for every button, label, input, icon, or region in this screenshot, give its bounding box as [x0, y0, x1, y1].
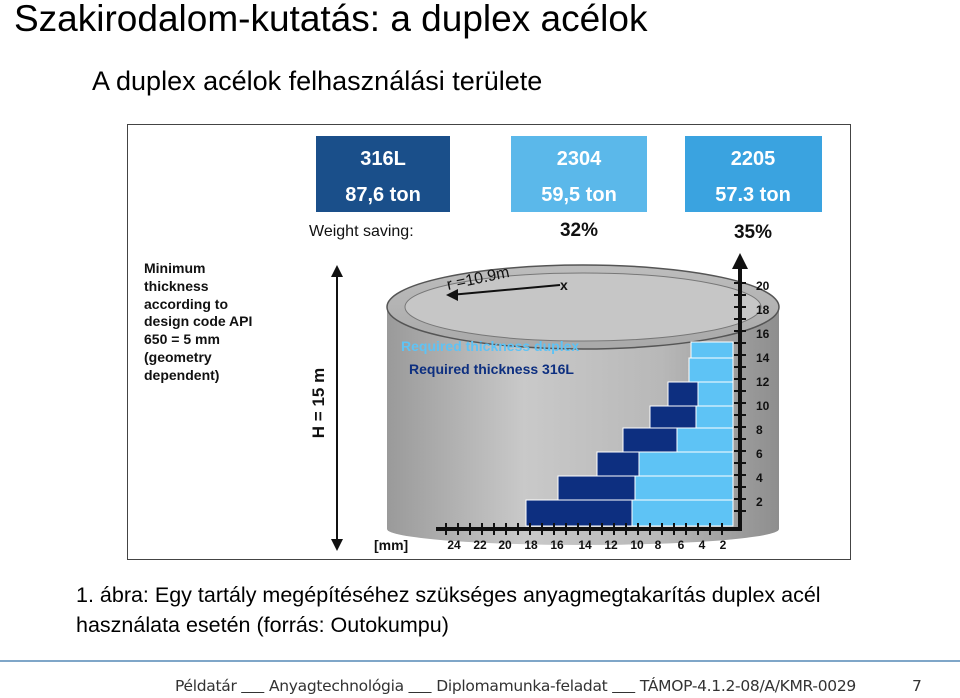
note-line-1: thickness [144, 278, 209, 294]
step-duplex-2 [634, 475, 734, 501]
bottom-tick-18: 18 [524, 538, 538, 552]
note-line-3: design code API [144, 313, 252, 329]
bottom-tick-6: 6 [678, 538, 685, 552]
weight-saving-label: Weight saving: [309, 223, 414, 240]
right-tick-2: 2 [756, 495, 763, 509]
slide-subtitle: A duplex acélok felhasználási területe [92, 66, 543, 96]
footer-part-2: Anyagtechnológia [268, 677, 404, 695]
legend-316l: Required thickness 316L [409, 361, 574, 377]
right-tick-8: 8 [756, 423, 763, 437]
bottom-tick-20: 20 [498, 538, 512, 552]
step-duplex-3 [638, 451, 734, 477]
tank-figure: 316L 87,6 ton 2304 59,5 ton 2205 57.3 to… [127, 124, 851, 560]
box-316l-grade: 316L [360, 148, 406, 170]
step-duplex-6 [697, 381, 734, 407]
bottom-tick-22: 22 [473, 538, 487, 552]
step-316l-2 [557, 475, 636, 501]
slide-title: Szakirodalom-kutatás: a duplex acélok [14, 0, 648, 39]
thickness-stairs [525, 341, 734, 527]
saving-2205: 35% [734, 222, 772, 243]
step-duplex-1 [631, 499, 734, 527]
bottom-tick-24: 24 [447, 538, 461, 552]
footer-part-4: TÁMOP-4.1.2-08/A/KMR-0029 [639, 677, 856, 695]
saving-2304: 32% [560, 220, 598, 241]
page-number: 7 [912, 677, 922, 695]
footer-part-3: Diplomamunka-feladat [436, 677, 608, 695]
height-label: H = 15 m [309, 368, 328, 438]
box-316l [316, 136, 450, 212]
radius-marker: x [560, 277, 568, 293]
bottom-scale: [mm] 24 22 20 18 16 14 12 10 8 6 4 2 [374, 523, 740, 553]
step-316l-6 [667, 381, 699, 407]
footer-divider [0, 660, 960, 662]
legend-duplex: Required thickness duplex [401, 338, 579, 354]
box-2304-weight: 59,5 ton [541, 184, 617, 206]
step-316l-1 [525, 499, 633, 527]
footer-part-1: Példatár [175, 677, 237, 695]
bottom-tick-4: 4 [699, 538, 706, 552]
note-line-5: (geometry [144, 349, 212, 365]
right-tick-12: 12 [756, 375, 770, 389]
bottom-tick-14: 14 [578, 538, 592, 552]
min-thickness-note: Minimum thickness according to design co… [144, 260, 252, 383]
right-tick-6: 6 [756, 447, 763, 461]
box-2304 [511, 136, 647, 212]
unit-label: [mm] [374, 537, 408, 553]
note-line-4: 650 = 5 mm [144, 331, 220, 347]
box-2205-weight: 57.3 ton [715, 184, 791, 206]
step-316l-5 [649, 405, 697, 429]
figure-caption: 1. ábra: Egy tartály megépítéséhez szüks… [76, 583, 821, 637]
right-scale: 20 18 16 14 12 10 8 6 4 2 [732, 253, 770, 531]
box-316l-weight: 87,6 ton [345, 184, 421, 206]
note-line-0: Minimum [144, 260, 205, 276]
right-tick-16: 16 [756, 327, 770, 341]
tank-diagram-svg: 316L 87,6 ton 2304 59,5 ton 2205 57.3 to… [144, 136, 822, 553]
right-tick-18: 18 [756, 303, 770, 317]
note-line-6: dependent) [144, 367, 219, 383]
step-duplex-5 [695, 405, 734, 429]
box-2304-grade: 2304 [557, 148, 602, 170]
right-tick-14: 14 [756, 351, 770, 365]
bottom-tick-8: 8 [655, 538, 662, 552]
height-arrow [331, 265, 343, 551]
step-duplex-4 [676, 427, 734, 453]
bottom-tick-12: 12 [604, 538, 618, 552]
bottom-tick-10: 10 [630, 538, 644, 552]
radius-arrow [446, 284, 561, 301]
box-2205 [685, 136, 822, 212]
step-duplex-8 [690, 341, 734, 359]
right-tick-10: 10 [756, 399, 770, 413]
step-duplex-7 [688, 357, 734, 383]
footer-text: Példatár Anyagtechnológia Diplomamunka-f… [175, 677, 856, 695]
bottom-tick-16: 16 [550, 538, 564, 552]
note-line-2: according to [144, 296, 228, 312]
box-2205-grade: 2205 [731, 148, 776, 170]
step-316l-3 [596, 451, 640, 477]
step-316l-4 [622, 427, 678, 453]
bottom-tick-2: 2 [720, 538, 727, 552]
right-tick-20: 20 [756, 279, 770, 293]
right-tick-4: 4 [756, 471, 763, 485]
